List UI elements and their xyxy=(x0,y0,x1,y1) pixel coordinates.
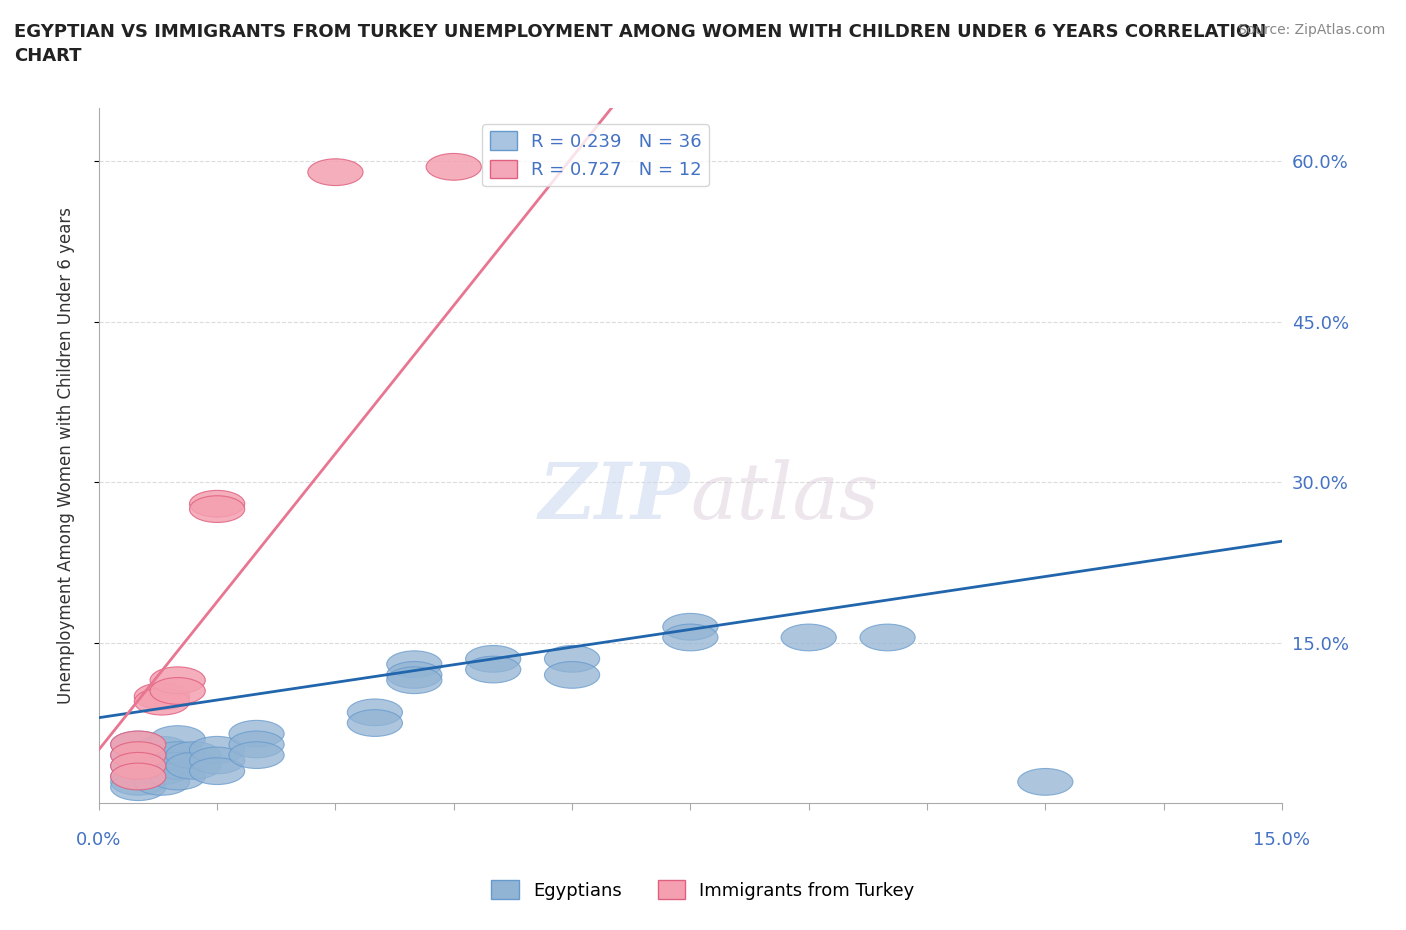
Ellipse shape xyxy=(150,764,205,790)
Ellipse shape xyxy=(387,667,441,694)
Ellipse shape xyxy=(465,645,520,672)
Ellipse shape xyxy=(544,661,600,688)
Ellipse shape xyxy=(150,667,205,694)
Ellipse shape xyxy=(150,678,205,704)
Ellipse shape xyxy=(111,752,166,779)
Ellipse shape xyxy=(135,688,190,715)
Ellipse shape xyxy=(387,661,441,688)
Ellipse shape xyxy=(347,710,402,737)
Ellipse shape xyxy=(111,774,166,801)
Ellipse shape xyxy=(782,624,837,651)
Ellipse shape xyxy=(426,153,481,180)
Text: 15.0%: 15.0% xyxy=(1254,831,1310,849)
Ellipse shape xyxy=(544,645,600,672)
Ellipse shape xyxy=(111,731,166,758)
Ellipse shape xyxy=(135,747,190,774)
Text: Source: ZipAtlas.com: Source: ZipAtlas.com xyxy=(1237,23,1385,37)
Ellipse shape xyxy=(111,764,166,790)
Ellipse shape xyxy=(229,731,284,758)
Ellipse shape xyxy=(465,657,520,683)
Ellipse shape xyxy=(190,496,245,523)
Ellipse shape xyxy=(111,768,166,795)
Y-axis label: Unemployment Among Women with Children Under 6 years: Unemployment Among Women with Children U… xyxy=(58,207,75,704)
Ellipse shape xyxy=(150,742,205,768)
Ellipse shape xyxy=(229,742,284,768)
Text: ZIP: ZIP xyxy=(538,459,690,536)
Ellipse shape xyxy=(135,737,190,764)
Ellipse shape xyxy=(111,764,166,790)
Ellipse shape xyxy=(135,758,190,785)
Ellipse shape xyxy=(111,731,166,758)
Ellipse shape xyxy=(190,490,245,517)
Text: 0.0%: 0.0% xyxy=(76,831,121,849)
Ellipse shape xyxy=(387,651,441,678)
Ellipse shape xyxy=(190,737,245,764)
Ellipse shape xyxy=(135,768,190,795)
Ellipse shape xyxy=(347,699,402,725)
Ellipse shape xyxy=(111,752,166,779)
Ellipse shape xyxy=(308,159,363,186)
Ellipse shape xyxy=(135,683,190,710)
Ellipse shape xyxy=(229,721,284,747)
Text: EGYPTIAN VS IMMIGRANTS FROM TURKEY UNEMPLOYMENT AMONG WOMEN WITH CHILDREN UNDER : EGYPTIAN VS IMMIGRANTS FROM TURKEY UNEMP… xyxy=(14,23,1267,65)
Ellipse shape xyxy=(662,614,718,640)
Ellipse shape xyxy=(190,758,245,785)
Ellipse shape xyxy=(166,742,221,768)
Ellipse shape xyxy=(1018,768,1073,795)
Ellipse shape xyxy=(166,752,221,779)
Ellipse shape xyxy=(190,747,245,774)
Ellipse shape xyxy=(111,742,166,768)
Ellipse shape xyxy=(111,742,166,768)
Legend: Egyptians, Immigrants from Turkey: Egyptians, Immigrants from Turkey xyxy=(484,873,922,907)
Ellipse shape xyxy=(662,624,718,651)
Ellipse shape xyxy=(860,624,915,651)
Ellipse shape xyxy=(150,752,205,779)
Ellipse shape xyxy=(150,725,205,752)
Legend: R = 0.239   N = 36, R = 0.727   N = 12: R = 0.239 N = 36, R = 0.727 N = 12 xyxy=(482,124,709,186)
Text: atlas: atlas xyxy=(690,459,879,536)
